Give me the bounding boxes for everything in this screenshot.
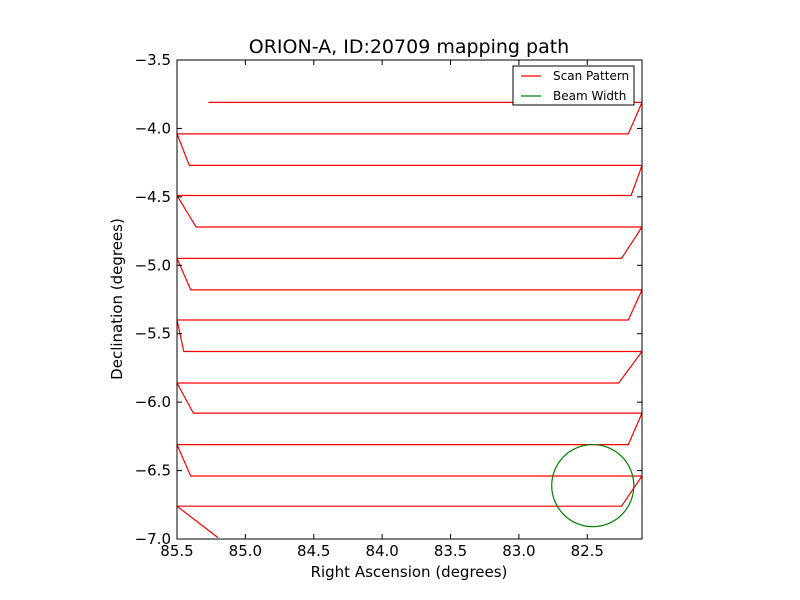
legend-entry-scan-pattern-label: Scan Pattern <box>553 69 629 83</box>
beam-width-circle <box>551 443 635 528</box>
y-tick-label: −4.0 <box>135 119 171 137</box>
y-tick-label: −5.5 <box>135 325 171 343</box>
x-tick-label: 83.0 <box>502 542 535 560</box>
x-tick-label: 84.0 <box>365 542 398 560</box>
axes: 85.5 85.0 84.5 84.0 83.5 83.0 82.5 −3.5 −4.0 −4.5… <box>135 51 643 560</box>
y-tick-label: −3.5 <box>135 51 171 69</box>
y-tick-label: −4.5 <box>135 188 171 206</box>
x-tick-label: 85.5 <box>160 542 193 560</box>
legend-box <box>512 65 635 106</box>
plot-frame <box>176 59 643 540</box>
x-tick-label: 85.0 <box>229 542 262 560</box>
y-tick-label: −5.0 <box>135 256 171 274</box>
x-tick-label: 82.5 <box>571 542 604 560</box>
legend-entry-beam-width-label: Beam Width <box>553 89 626 103</box>
x-tick-label: 84.5 <box>297 542 330 560</box>
legend: Scan Pattern Beam Width <box>512 65 635 106</box>
y-tick-label: −6.5 <box>135 462 171 480</box>
y-axis-label: Declination (degrees) <box>108 218 126 380</box>
x-tick-label: 83.5 <box>434 542 467 560</box>
x-axis-label: Right Ascension (degrees) <box>311 563 508 581</box>
series-line-scan-pattern <box>177 101 642 539</box>
chart-title: ORION-A, ID:20709 mapping path <box>249 36 569 58</box>
y-tick-label: −6.0 <box>135 393 171 411</box>
y-tick-label: −7.0 <box>135 530 171 548</box>
plot-area <box>177 101 642 539</box>
